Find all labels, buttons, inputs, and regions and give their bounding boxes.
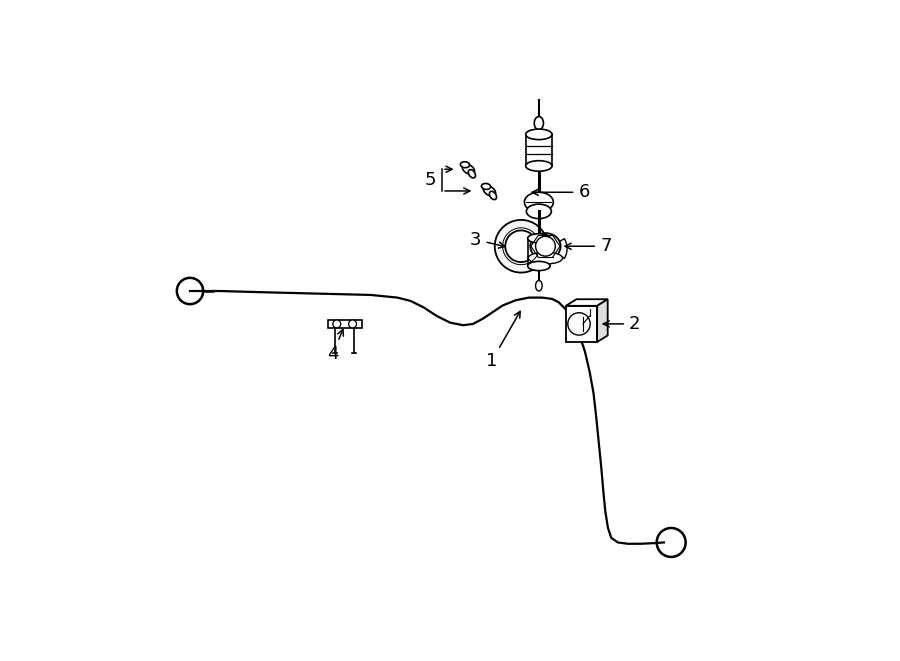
- Text: 1: 1: [486, 311, 520, 370]
- FancyBboxPatch shape: [328, 320, 362, 328]
- FancyBboxPatch shape: [526, 134, 552, 166]
- FancyBboxPatch shape: [566, 306, 598, 342]
- Polygon shape: [598, 299, 608, 342]
- FancyBboxPatch shape: [527, 239, 550, 266]
- Ellipse shape: [468, 170, 475, 178]
- Circle shape: [348, 320, 356, 328]
- Ellipse shape: [461, 162, 470, 168]
- Text: 2: 2: [603, 315, 641, 333]
- Ellipse shape: [490, 191, 497, 200]
- Ellipse shape: [528, 253, 562, 264]
- Ellipse shape: [482, 184, 490, 190]
- Ellipse shape: [463, 165, 474, 175]
- Ellipse shape: [526, 161, 552, 171]
- Ellipse shape: [526, 129, 552, 139]
- Polygon shape: [495, 220, 545, 272]
- Ellipse shape: [527, 261, 550, 270]
- Ellipse shape: [527, 234, 550, 243]
- Ellipse shape: [526, 204, 552, 219]
- Polygon shape: [558, 239, 567, 258]
- Polygon shape: [566, 299, 608, 306]
- Circle shape: [568, 313, 590, 335]
- Text: 4: 4: [327, 329, 344, 362]
- Circle shape: [333, 320, 341, 328]
- Text: 3: 3: [470, 231, 505, 249]
- Text: 6: 6: [532, 183, 590, 201]
- Ellipse shape: [530, 233, 561, 259]
- Ellipse shape: [535, 116, 544, 130]
- Circle shape: [536, 237, 555, 256]
- Ellipse shape: [536, 280, 542, 291]
- Ellipse shape: [525, 192, 554, 212]
- Text: 5: 5: [425, 171, 436, 190]
- Text: 7: 7: [565, 237, 612, 255]
- Ellipse shape: [483, 186, 496, 196]
